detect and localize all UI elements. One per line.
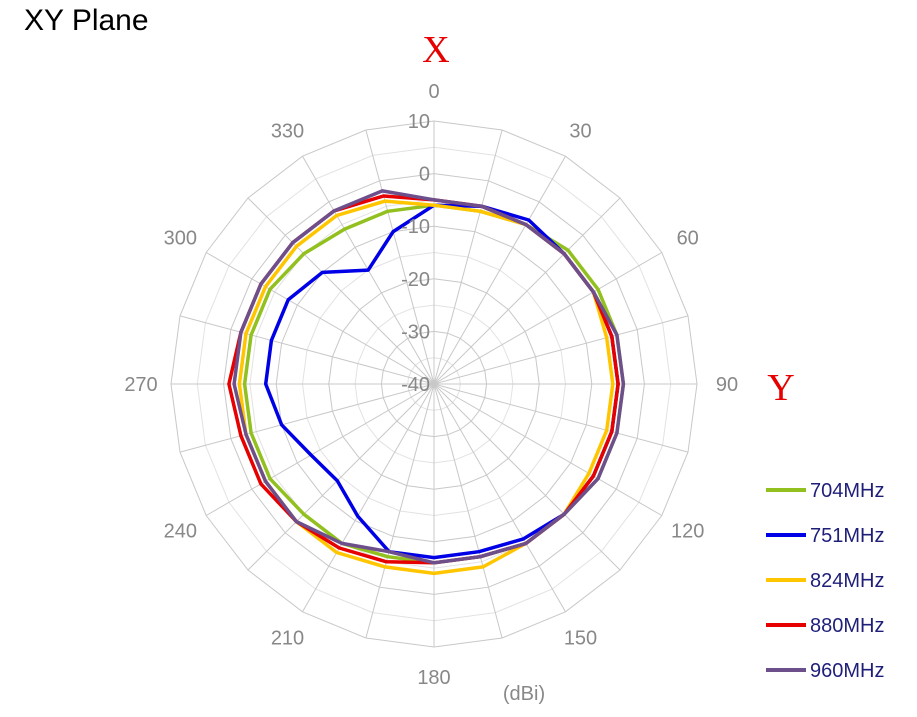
grid-spoke — [365, 383, 435, 639]
grid-spoke — [365, 129, 435, 385]
legend-label: 960MHz — [810, 660, 884, 682]
grid-spoke — [433, 383, 663, 516]
angle-label: 300 — [164, 228, 197, 250]
grid-spoke — [205, 383, 435, 516]
grid-spoke — [433, 383, 689, 453]
unit-label: (dBi) — [503, 683, 545, 705]
radial-tick-label: -40 — [401, 374, 430, 396]
angle-label: 30 — [569, 120, 591, 142]
angle-label: 120 — [671, 521, 704, 543]
angle-label: 270 — [124, 374, 157, 396]
grid-spoke — [433, 197, 621, 385]
radial-tick-label: -10 — [401, 216, 430, 238]
grid-spoke — [179, 315, 435, 385]
grid-spoke — [433, 383, 621, 571]
angle-label: 0 — [428, 81, 439, 103]
angle-label: 90 — [716, 374, 738, 396]
angle-label: 180 — [417, 667, 450, 689]
legend-label: 880MHz — [810, 615, 884, 637]
legend-label: 751MHz — [810, 525, 884, 547]
x-axis-marker: X — [422, 29, 449, 71]
radial-tick-label: 0 — [419, 164, 430, 186]
angle-label: 240 — [164, 521, 197, 543]
y-axis-marker: Y — [767, 367, 794, 409]
legend-label: 704MHz — [810, 480, 884, 502]
legend: 704MHz 751MHz 824MHz 880MHz 960MHz — [766, 480, 884, 682]
legend-label: 824MHz — [810, 570, 884, 592]
angle-label: 210 — [271, 628, 304, 650]
grid-spoke — [433, 383, 566, 613]
grid-spoke — [433, 155, 566, 385]
chart-title: XY Plane — [24, 4, 149, 37]
grid-spoke — [433, 252, 663, 385]
series-line-960MHz — [232, 189, 626, 565]
grid-spoke — [302, 383, 435, 613]
angle-label: 60 — [677, 228, 699, 250]
series-layer — [227, 189, 626, 576]
radial-tick-label: -30 — [401, 321, 430, 343]
radial-tick-label: -20 — [401, 269, 430, 291]
radial-tick-label: 10 — [408, 111, 430, 133]
grid-spoke — [247, 383, 435, 571]
angle-label: 330 — [271, 120, 304, 142]
grid-spoke — [247, 197, 435, 385]
grid-spoke — [205, 252, 435, 385]
grid-spoke — [433, 383, 503, 639]
grid-spoke — [433, 129, 503, 385]
label-layer: 0 30 60 90 120 150 180 210 240 270 300 330 10 0 -10 -20… — [124, 81, 738, 689]
grid-spoke — [433, 315, 689, 385]
angle-label: 150 — [564, 628, 597, 650]
grid-spoke — [179, 383, 435, 453]
